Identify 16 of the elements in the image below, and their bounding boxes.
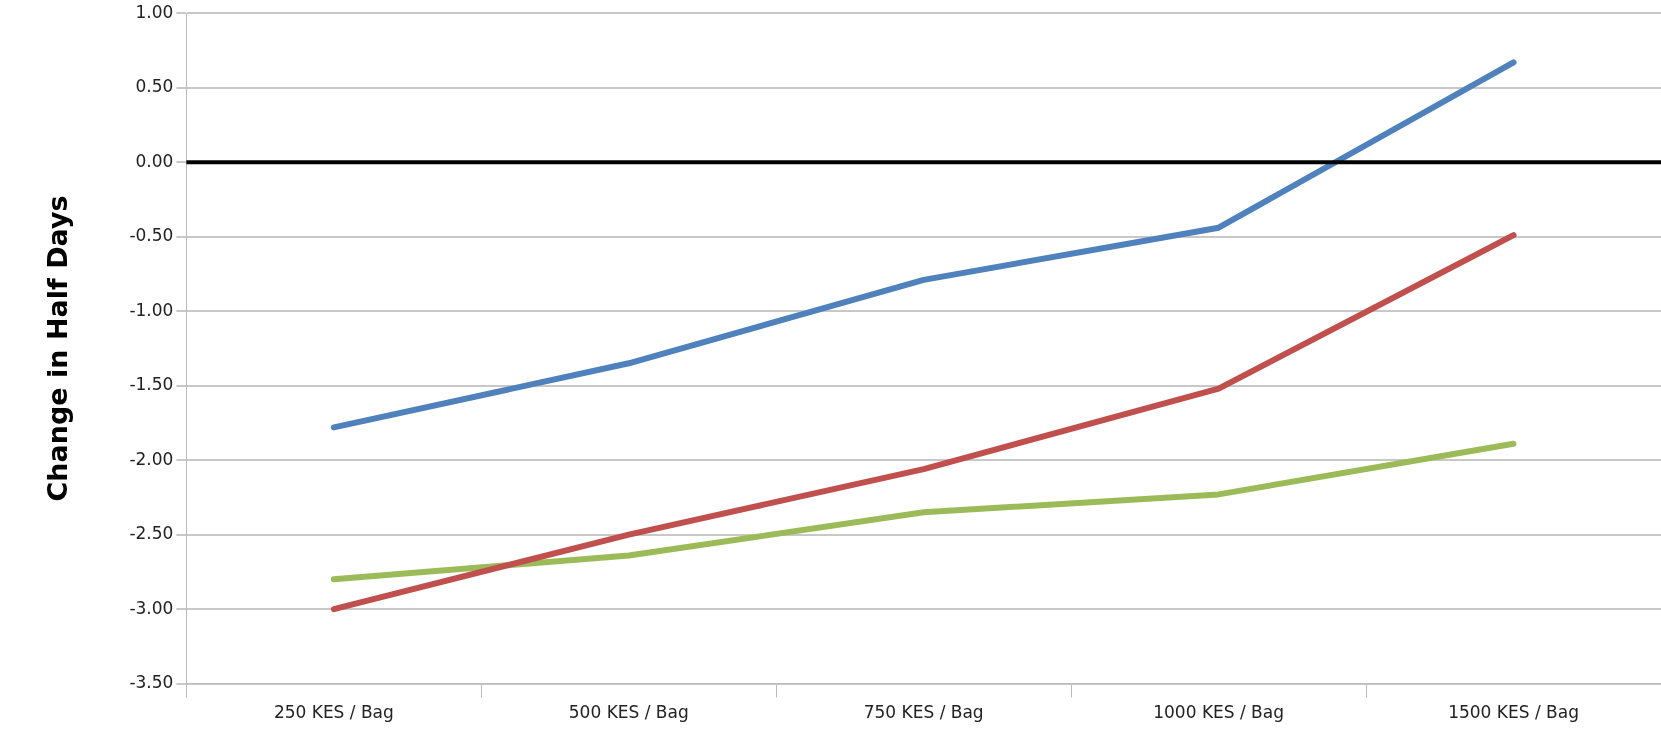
x-tick-label: 500 KES / Bag [568,702,689,723]
y-tick-label: -1.00 [129,299,174,320]
x-tick-label: 750 KES / Bag [863,702,984,723]
y-tick-label: 0.00 [135,150,174,171]
y-tick-label: -1.50 [129,374,174,395]
x-tick-label: 250 KES / Bag [273,702,394,723]
y-axis-title: Change in Half Days [42,195,74,502]
x-tick-label: 1500 KES / Bag [1448,702,1579,723]
y-tick-label: 1.00 [135,1,174,22]
x-tick-label: 1000 KES / Bag [1153,702,1284,723]
y-tick-label: -2.50 [129,523,174,544]
y-tick-label: -2.00 [129,448,174,469]
y-tick-label: -3.50 [129,672,174,693]
y-tick-label: 0.50 [135,76,174,97]
y-tick-label: -0.50 [129,225,174,246]
y-tick-label: -3.00 [129,597,174,618]
